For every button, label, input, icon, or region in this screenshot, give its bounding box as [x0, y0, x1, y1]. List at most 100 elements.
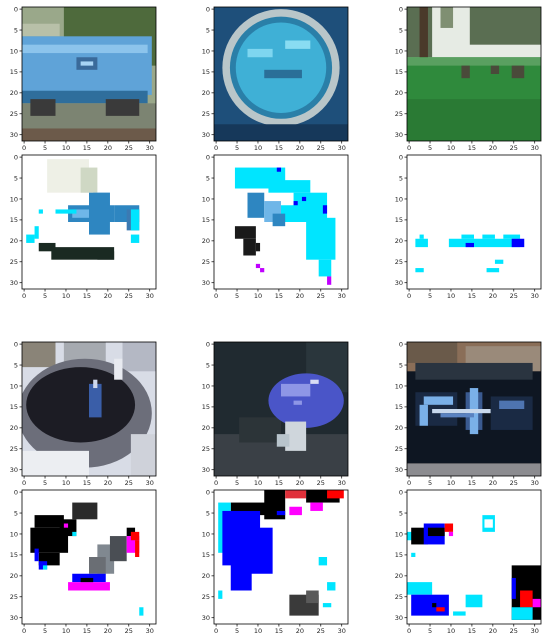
- x-tick-label: 0: [22, 627, 26, 635]
- y-tick-label: 10: [10, 382, 18, 390]
- x-tick-label: 25: [510, 144, 518, 152]
- x-tick-label: 25: [317, 292, 325, 300]
- y-tick-label: 20: [202, 89, 210, 97]
- y-tick-label: 15: [10, 68, 18, 76]
- y-tick-label: 30: [10, 614, 18, 622]
- y-tick-label: 10: [395, 382, 403, 390]
- segmentation-mask: [407, 490, 541, 624]
- y-tick-label: 25: [10, 258, 18, 266]
- x-tick-label: 0: [407, 144, 411, 152]
- x-tick-label: 20: [104, 479, 112, 487]
- x-tick-label: 10: [254, 627, 262, 635]
- x-tick-label: 15: [83, 479, 91, 487]
- x-tick-label: 25: [317, 479, 325, 487]
- x-tick-label: 0: [22, 144, 26, 152]
- y-tick-label: 15: [202, 68, 210, 76]
- x-tick-label: 0: [22, 292, 26, 300]
- source-image: [22, 7, 156, 141]
- x-tick-label: 5: [428, 627, 432, 635]
- x-tick-label: 10: [254, 144, 262, 152]
- y-tick-label: 30: [202, 466, 210, 474]
- x-tick-label: 25: [317, 627, 325, 635]
- axes-frame: [406, 6, 542, 142]
- x-tick-label: 10: [447, 627, 455, 635]
- axes-frame: [406, 341, 542, 477]
- x-tick-label: 15: [83, 144, 91, 152]
- y-tick-label: 0: [399, 340, 403, 348]
- source-image: [22, 342, 156, 476]
- y-tick-label: 5: [206, 509, 210, 517]
- y-tick-label: 20: [395, 572, 403, 580]
- x-tick-label: 5: [43, 479, 47, 487]
- x-tick-label: 15: [83, 627, 91, 635]
- x-tick-label: 5: [235, 292, 239, 300]
- panel-1-1-dial-mask: 0 0 5 5 10 10 15 15 20 20 25 25 30 30: [202, 153, 349, 300]
- segmentation-mask: [214, 490, 348, 624]
- y-tick-label: 0: [14, 488, 18, 496]
- x-tick-label: 10: [62, 479, 70, 487]
- y-tick-label: 0: [206, 488, 210, 496]
- y-tick-label: 30: [10, 131, 18, 139]
- axes-frame: [213, 154, 349, 290]
- x-tick-label: 0: [407, 479, 411, 487]
- x-tick-label: 15: [83, 292, 91, 300]
- x-tick-label: 25: [125, 144, 133, 152]
- y-tick-label: 25: [395, 110, 403, 118]
- y-tick-label: 15: [395, 403, 403, 411]
- y-tick-label: 15: [202, 551, 210, 559]
- y-tick-label: 20: [202, 237, 210, 245]
- x-tick-label: 20: [296, 144, 304, 152]
- x-tick-label: 25: [510, 627, 518, 635]
- axes-frame: [21, 489, 157, 625]
- y-tick-label: 10: [395, 195, 403, 203]
- y-tick-label: 15: [10, 216, 18, 224]
- x-tick-label: 30: [146, 627, 154, 635]
- x-tick-label: 5: [235, 479, 239, 487]
- x-tick-label: 0: [214, 479, 218, 487]
- x-tick-label: 10: [62, 627, 70, 635]
- x-tick-label: 25: [317, 144, 325, 152]
- x-tick-label: 15: [468, 144, 476, 152]
- x-tick-label: 5: [428, 479, 432, 487]
- x-tick-label: 0: [407, 292, 411, 300]
- y-tick-label: 20: [10, 424, 18, 432]
- y-tick-label: 25: [395, 593, 403, 601]
- x-tick-label: 5: [428, 292, 432, 300]
- x-tick-label: 5: [43, 144, 47, 152]
- y-tick-label: 30: [202, 131, 210, 139]
- y-tick-label: 25: [202, 258, 210, 266]
- y-tick-label: 5: [399, 361, 403, 369]
- panel-3-1-mushroom-mask: 0 0 5 5 10 10 15 15 20 20 25 25 30 30: [202, 488, 349, 635]
- panel-0-2-geese-on-grass: 0 0 5 5 10 10 15 15 20 20 25 25 30 30: [395, 5, 542, 152]
- segmentation-mask: [214, 155, 348, 289]
- source-image: [214, 342, 348, 476]
- y-tick-label: 10: [395, 530, 403, 538]
- x-tick-label: 20: [104, 144, 112, 152]
- x-tick-label: 20: [296, 479, 304, 487]
- y-tick-label: 15: [395, 551, 403, 559]
- y-tick-label: 30: [395, 279, 403, 287]
- y-tick-label: 0: [14, 340, 18, 348]
- y-tick-label: 25: [10, 593, 18, 601]
- y-tick-label: 30: [10, 466, 18, 474]
- x-tick-label: 10: [254, 292, 262, 300]
- y-tick-label: 0: [399, 488, 403, 496]
- axes-frame: [21, 154, 157, 290]
- y-tick-label: 30: [202, 279, 210, 287]
- panel-0-1-blue-round-dial: 0 0 5 5 10 10 15 15 20 20 25 25 30 30: [202, 5, 349, 152]
- panel-3-0-bowl-mask: 0 0 5 5 10 10 15 15 20 20 25 25 30 30: [10, 488, 157, 635]
- x-tick-label: 15: [468, 479, 476, 487]
- x-tick-label: 20: [489, 479, 497, 487]
- panel-2-0-dark-bowl: 0 0 5 5 10 10 15 15 20 20 25 25 30 30: [10, 340, 157, 487]
- y-tick-label: 20: [10, 89, 18, 97]
- x-tick-label: 15: [275, 479, 283, 487]
- y-tick-label: 0: [399, 5, 403, 13]
- y-tick-label: 15: [10, 551, 18, 559]
- y-tick-label: 10: [10, 47, 18, 55]
- source-image: [407, 7, 541, 141]
- x-tick-label: 10: [447, 144, 455, 152]
- x-tick-label: 5: [235, 627, 239, 635]
- axes-frame: [406, 489, 542, 625]
- x-tick-label: 30: [338, 144, 346, 152]
